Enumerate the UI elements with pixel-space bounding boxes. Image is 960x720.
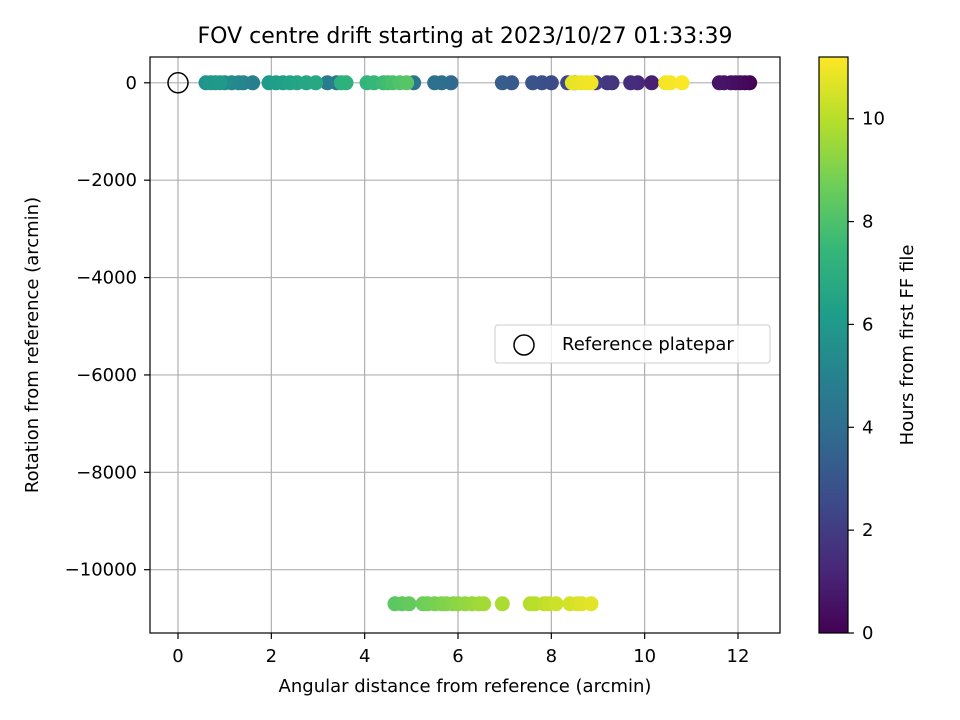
data-point (338, 75, 354, 91)
data-point (583, 75, 599, 91)
data-point (548, 596, 564, 612)
data-point (319, 75, 335, 91)
legend-box (494, 324, 771, 364)
data-point (525, 75, 541, 91)
data-point (401, 596, 417, 612)
colorbar-tick-label: 6 (862, 314, 873, 335)
y-tick-label: −8000 (76, 462, 137, 483)
y-axis-ticks: 0 −2000 −4000 −6000 −8000 −10000 (65, 73, 150, 581)
data-point (644, 75, 660, 91)
data-point (583, 596, 599, 612)
reference-platepar-marker (167, 72, 189, 94)
data-point (623, 75, 639, 91)
x-tick-label: 2 (266, 646, 277, 667)
chart-title: FOV centre drift starting at 2023/10/27 … (198, 24, 733, 49)
scatter-points (198, 75, 758, 612)
colorbar-tick-label: 0 (862, 623, 873, 644)
data-point (212, 75, 228, 91)
data-point (711, 75, 727, 91)
x-axis-ticks: 0 2 4 6 8 10 12 (172, 633, 749, 667)
legend-entry: Reference platepar (562, 334, 734, 355)
colorbar-tick-label: 4 (862, 417, 873, 438)
x-tick-label: 6 (452, 646, 463, 667)
data-point (427, 75, 443, 91)
data-point (599, 75, 615, 91)
data-point (662, 75, 678, 91)
data-point (494, 596, 510, 612)
x-tick-label: 4 (359, 646, 370, 667)
colorbar (818, 56, 849, 634)
data-point (399, 75, 415, 91)
x-tick-label: 12 (727, 646, 750, 667)
x-tick-label: 0 (172, 646, 183, 667)
data-point (494, 75, 510, 91)
legend-marker (513, 334, 535, 356)
colorbar-ticks: 0 2 4 6 8 10 (848, 109, 885, 644)
data-point (308, 75, 324, 91)
data-point (476, 596, 492, 612)
colorbar-tick-label: 10 (862, 109, 885, 130)
colorbar-label: Hours from first FF file (897, 245, 918, 446)
y-axis-label: Rotation from reference (arcmin) (22, 197, 43, 493)
colorbar-tick-label: 2 (862, 520, 873, 541)
y-tick-label: −10000 (65, 560, 137, 581)
x-tick-label: 8 (546, 646, 557, 667)
y-tick-label: −6000 (76, 365, 137, 386)
data-point (674, 75, 690, 91)
y-tick-label: 0 (126, 73, 137, 94)
y-tick-label: −2000 (76, 170, 137, 191)
x-axis-label: Angular distance from reference (arcmin) (279, 676, 652, 697)
legend: Reference platepar (494, 324, 771, 364)
y-tick-label: −4000 (76, 268, 137, 289)
x-tick-label: 10 (633, 646, 656, 667)
axes-frame (149, 56, 781, 634)
colorbar-tick-label: 8 (862, 212, 873, 233)
